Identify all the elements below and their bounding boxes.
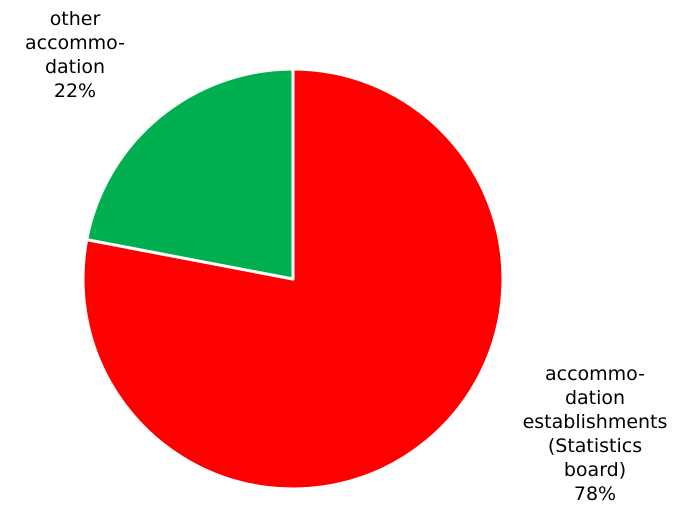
slice-value-label: 78% xyxy=(573,483,617,505)
slice-label-line: dation xyxy=(44,56,106,78)
slice-label-line: accommo- xyxy=(24,32,125,54)
slice-label-line: (Statistics xyxy=(547,435,643,457)
slice-label-accommodation-establishments: accommo- dation establishments (Statisti… xyxy=(495,362,688,506)
pie-slices xyxy=(81,67,505,491)
slice-label-line: accommo- xyxy=(544,363,645,385)
slice-label-other-accommodation: other accommo- dation 22% xyxy=(0,7,150,103)
slice-label-line: other xyxy=(49,8,101,30)
slice-label-line: dation xyxy=(564,387,626,409)
slice-value-label: 22% xyxy=(53,80,97,102)
slice-label-line: establishments xyxy=(522,411,668,433)
slice-label-line: board) xyxy=(563,459,627,481)
pie-slice-1 xyxy=(85,67,295,281)
